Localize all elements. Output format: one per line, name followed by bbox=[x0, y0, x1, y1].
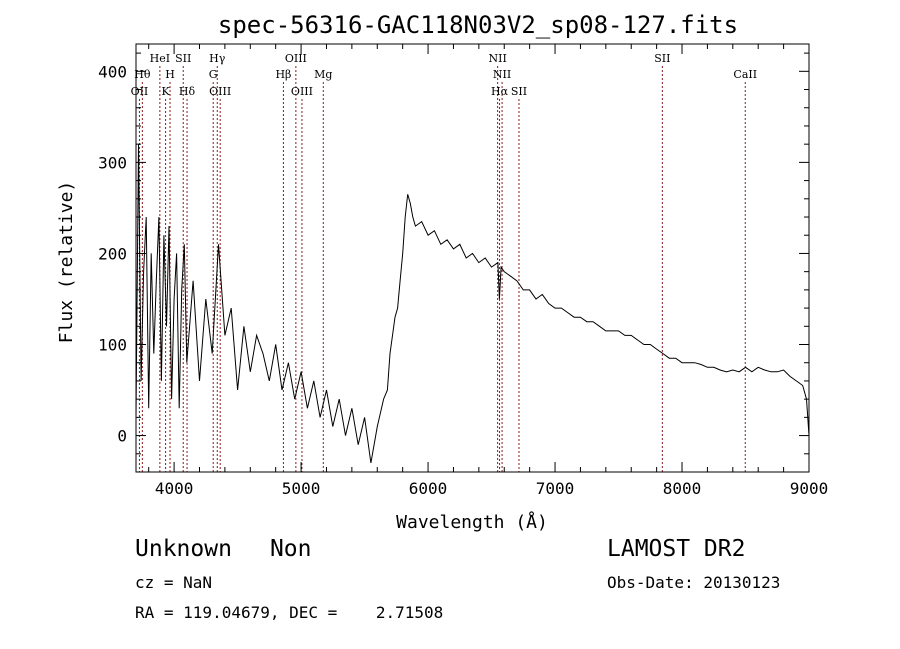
line-label: NII bbox=[488, 52, 506, 65]
line-label: Hθ bbox=[134, 68, 151, 81]
y-tick-label: 400 bbox=[98, 62, 127, 81]
y-tick-label: 300 bbox=[98, 153, 127, 172]
survey-name: LAMOST DR2 bbox=[607, 536, 746, 562]
line-label: Mg bbox=[314, 68, 332, 81]
coordinates-readout: RA = 119.04679, DEC = 2.71508 bbox=[135, 603, 444, 622]
observation-date: Obs-Date: 20130123 bbox=[607, 573, 781, 592]
spectrum-line bbox=[135, 144, 810, 463]
line-label: OIII bbox=[285, 52, 307, 65]
plot-frame bbox=[135, 43, 810, 473]
line-label: Hγ bbox=[209, 52, 226, 65]
y-axis-label: Flux (relative) bbox=[56, 181, 77, 344]
line-label: SII bbox=[175, 52, 191, 65]
line-label: SII bbox=[511, 85, 527, 98]
spectral-line-markers bbox=[138, 66, 746, 472]
x-axis-label: Wavelength (Å) bbox=[396, 511, 548, 533]
line-label: CaII bbox=[733, 68, 757, 81]
x-tick-label: 5000 bbox=[282, 479, 321, 498]
y-axis: 0 100 200 300 400 bbox=[98, 52, 809, 455]
chart-title: spec-56316-GAC118N03V2_sp08-127.fits bbox=[218, 11, 738, 39]
x-axis: 4000 5000 6000 7000 8000 9000 bbox=[148, 44, 829, 498]
line-label: SII bbox=[654, 52, 670, 65]
x-tick-label: 6000 bbox=[409, 479, 448, 498]
line-label: OIII bbox=[209, 85, 231, 98]
line-label: Hβ bbox=[275, 68, 291, 81]
x-tick-label: 9000 bbox=[790, 479, 829, 498]
line-label: K bbox=[161, 85, 170, 98]
classification-line: Unknown Non bbox=[135, 536, 311, 562]
line-label: HeI bbox=[150, 52, 170, 65]
spectral-line-labels: OIIHθHeIKHSIIHδGHγOIIIHβOIIIOIIIMgNIIHαN… bbox=[131, 52, 758, 98]
line-label: OII bbox=[131, 85, 149, 98]
x-tick-label: 4000 bbox=[155, 479, 194, 498]
class-label: Unknown bbox=[135, 536, 232, 562]
line-label: NII bbox=[493, 68, 511, 81]
y-tick-label: 100 bbox=[98, 336, 127, 355]
x-tick-label: 8000 bbox=[663, 479, 702, 498]
redshift-readout: cz = NaN bbox=[135, 573, 213, 592]
y-tick-label: 0 bbox=[117, 427, 127, 446]
subclass-label: Non bbox=[269, 536, 312, 562]
x-tick-label: 7000 bbox=[536, 479, 575, 498]
line-label: Hα bbox=[491, 85, 509, 98]
y-tick-label: 200 bbox=[98, 244, 127, 263]
line-label: G bbox=[209, 68, 218, 81]
line-label: OIII bbox=[291, 85, 313, 98]
line-label: H bbox=[165, 68, 175, 81]
line-label: Hδ bbox=[179, 85, 196, 98]
